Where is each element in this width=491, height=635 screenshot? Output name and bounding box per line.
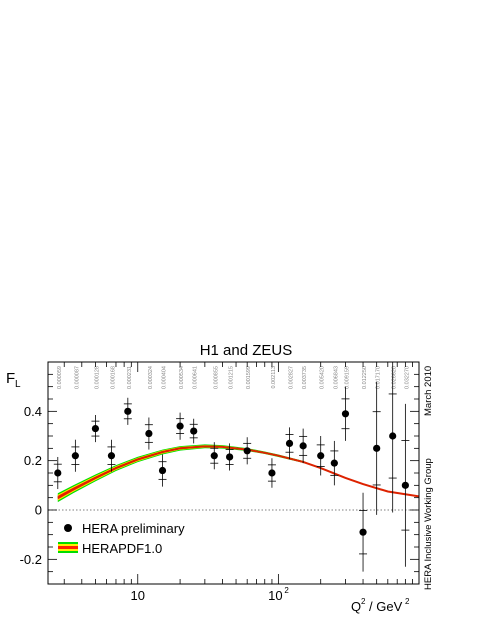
herapdf-band [57, 444, 419, 503]
x-tick-label: 10 2 [268, 586, 289, 603]
svg-text:10: 10 [268, 588, 282, 603]
x-bin-label: 0.005420 [320, 366, 326, 389]
svg-text:2: 2 [284, 586, 289, 595]
x-bin-label: 0.012250 [362, 366, 368, 389]
data-point [388, 362, 397, 513]
point-marker [359, 528, 367, 536]
herapdf-curve [57, 445, 419, 499]
x-bin-label: 0.000059 [57, 366, 63, 389]
data-point [330, 440, 339, 486]
y-axis-label: F L [6, 370, 21, 390]
point-marker [389, 432, 397, 440]
data-point [158, 454, 167, 487]
y-tick-label: -0.2 [20, 552, 42, 567]
data-point [299, 428, 308, 464]
data-point [316, 436, 325, 476]
x-bin-label: 0.000231 [127, 366, 133, 389]
x-bin-label: 0.002827 [289, 366, 295, 389]
legend-marker-band [58, 542, 78, 553]
point-marker [145, 429, 153, 438]
legend-label-band: HERAPDF1.0 [82, 541, 162, 556]
legend-label-points: HERA preliminary [82, 521, 185, 536]
point-marker [71, 452, 79, 460]
side-labels: HERA Inclusive Working Group March 2010 [423, 366, 434, 590]
data-point [176, 412, 185, 440]
data-point [144, 417, 153, 450]
x-bin-label: 0.001215 [229, 366, 235, 389]
data-point [359, 492, 368, 572]
x-bin-label: 0.032270 [404, 366, 410, 389]
point-marker [54, 469, 62, 477]
x-bin-label: 0.017170 [376, 366, 382, 389]
x-bin-label: 0.000168 [110, 366, 116, 389]
y-tick-label: 0.4 [24, 404, 42, 419]
point-marker [158, 466, 167, 475]
point-marker [190, 427, 198, 435]
x-bin-label: 0.000534 [179, 366, 185, 389]
legend: HERA preliminary HERAPDF1.0 [58, 521, 185, 556]
x-bin-label: 0.006843 [333, 366, 339, 389]
x-bin-label: 0.000324 [148, 366, 154, 389]
point-marker [243, 447, 251, 455]
point-marker [401, 481, 409, 489]
x-axis-label: Q 2 / GeV 2 [351, 597, 410, 614]
x-bin-label: 0.000128 [94, 366, 100, 389]
point-marker [107, 452, 116, 460]
svg-text:/ GeV: / GeV [369, 599, 403, 614]
point-marker [285, 439, 294, 447]
x-bin-label: 0.000404 [162, 366, 168, 389]
data-point [372, 381, 381, 515]
data-point [91, 415, 100, 443]
data-point [107, 439, 116, 472]
x-bin-label: 0.002113 [271, 366, 277, 389]
data-point [189, 418, 198, 444]
svg-text:Q: Q [351, 599, 361, 614]
x-axis-ticks: 10 10 2 [63, 362, 420, 603]
legend-marker-points [64, 524, 72, 532]
band-outer [57, 444, 419, 503]
x-bin-label: 0.000641 [193, 366, 199, 389]
x-bin-label: 0.003735 [302, 366, 308, 389]
x-bin-label: 0.000087 [74, 366, 80, 389]
point-marker [317, 452, 325, 460]
svg-text:2: 2 [361, 597, 366, 606]
side-label-group: HERA Inclusive Working Group [423, 458, 434, 590]
point-marker [124, 407, 132, 415]
data-point [123, 397, 132, 425]
chart-title: H1 and ZEUS [200, 342, 293, 359]
x-bin-label: 0.000855 [213, 366, 219, 389]
y-tick-label: 0.2 [24, 453, 42, 468]
point-marker [373, 444, 381, 452]
point-marker [330, 459, 338, 467]
data-point [210, 442, 219, 470]
data-point [341, 386, 350, 441]
point-marker [176, 422, 184, 430]
point-marker [299, 442, 307, 450]
point-marker [226, 453, 234, 461]
x-bin-label: 0.001599 [246, 366, 252, 389]
point-marker [268, 469, 276, 477]
x-bin-label: 0.026620 [392, 366, 398, 389]
svg-text:2: 2 [405, 597, 410, 606]
data-points [53, 362, 410, 572]
y-axis-ticks: -0.2 0 0.2 0.4 [20, 361, 419, 585]
data-point [267, 458, 276, 488]
point-marker [341, 410, 350, 418]
data-point [243, 437, 252, 465]
point-marker [210, 452, 218, 460]
y-tick-label: 0 [35, 503, 42, 518]
x-bin-labels: 0.000059 0.000087 0.000128 0.000168 0.000231… [57, 366, 411, 389]
point-marker [91, 425, 100, 433]
data-point [401, 403, 410, 567]
data-point [71, 439, 80, 472]
svg-text:F: F [6, 370, 15, 387]
side-label-date: March 2010 [423, 366, 434, 416]
data-point [53, 456, 62, 490]
x-bin-label: 0.009159 [344, 366, 350, 389]
x-tick-label: 10 [131, 588, 145, 603]
svg-text:L: L [15, 379, 21, 390]
data-point [225, 443, 234, 471]
data-point [285, 427, 294, 460]
